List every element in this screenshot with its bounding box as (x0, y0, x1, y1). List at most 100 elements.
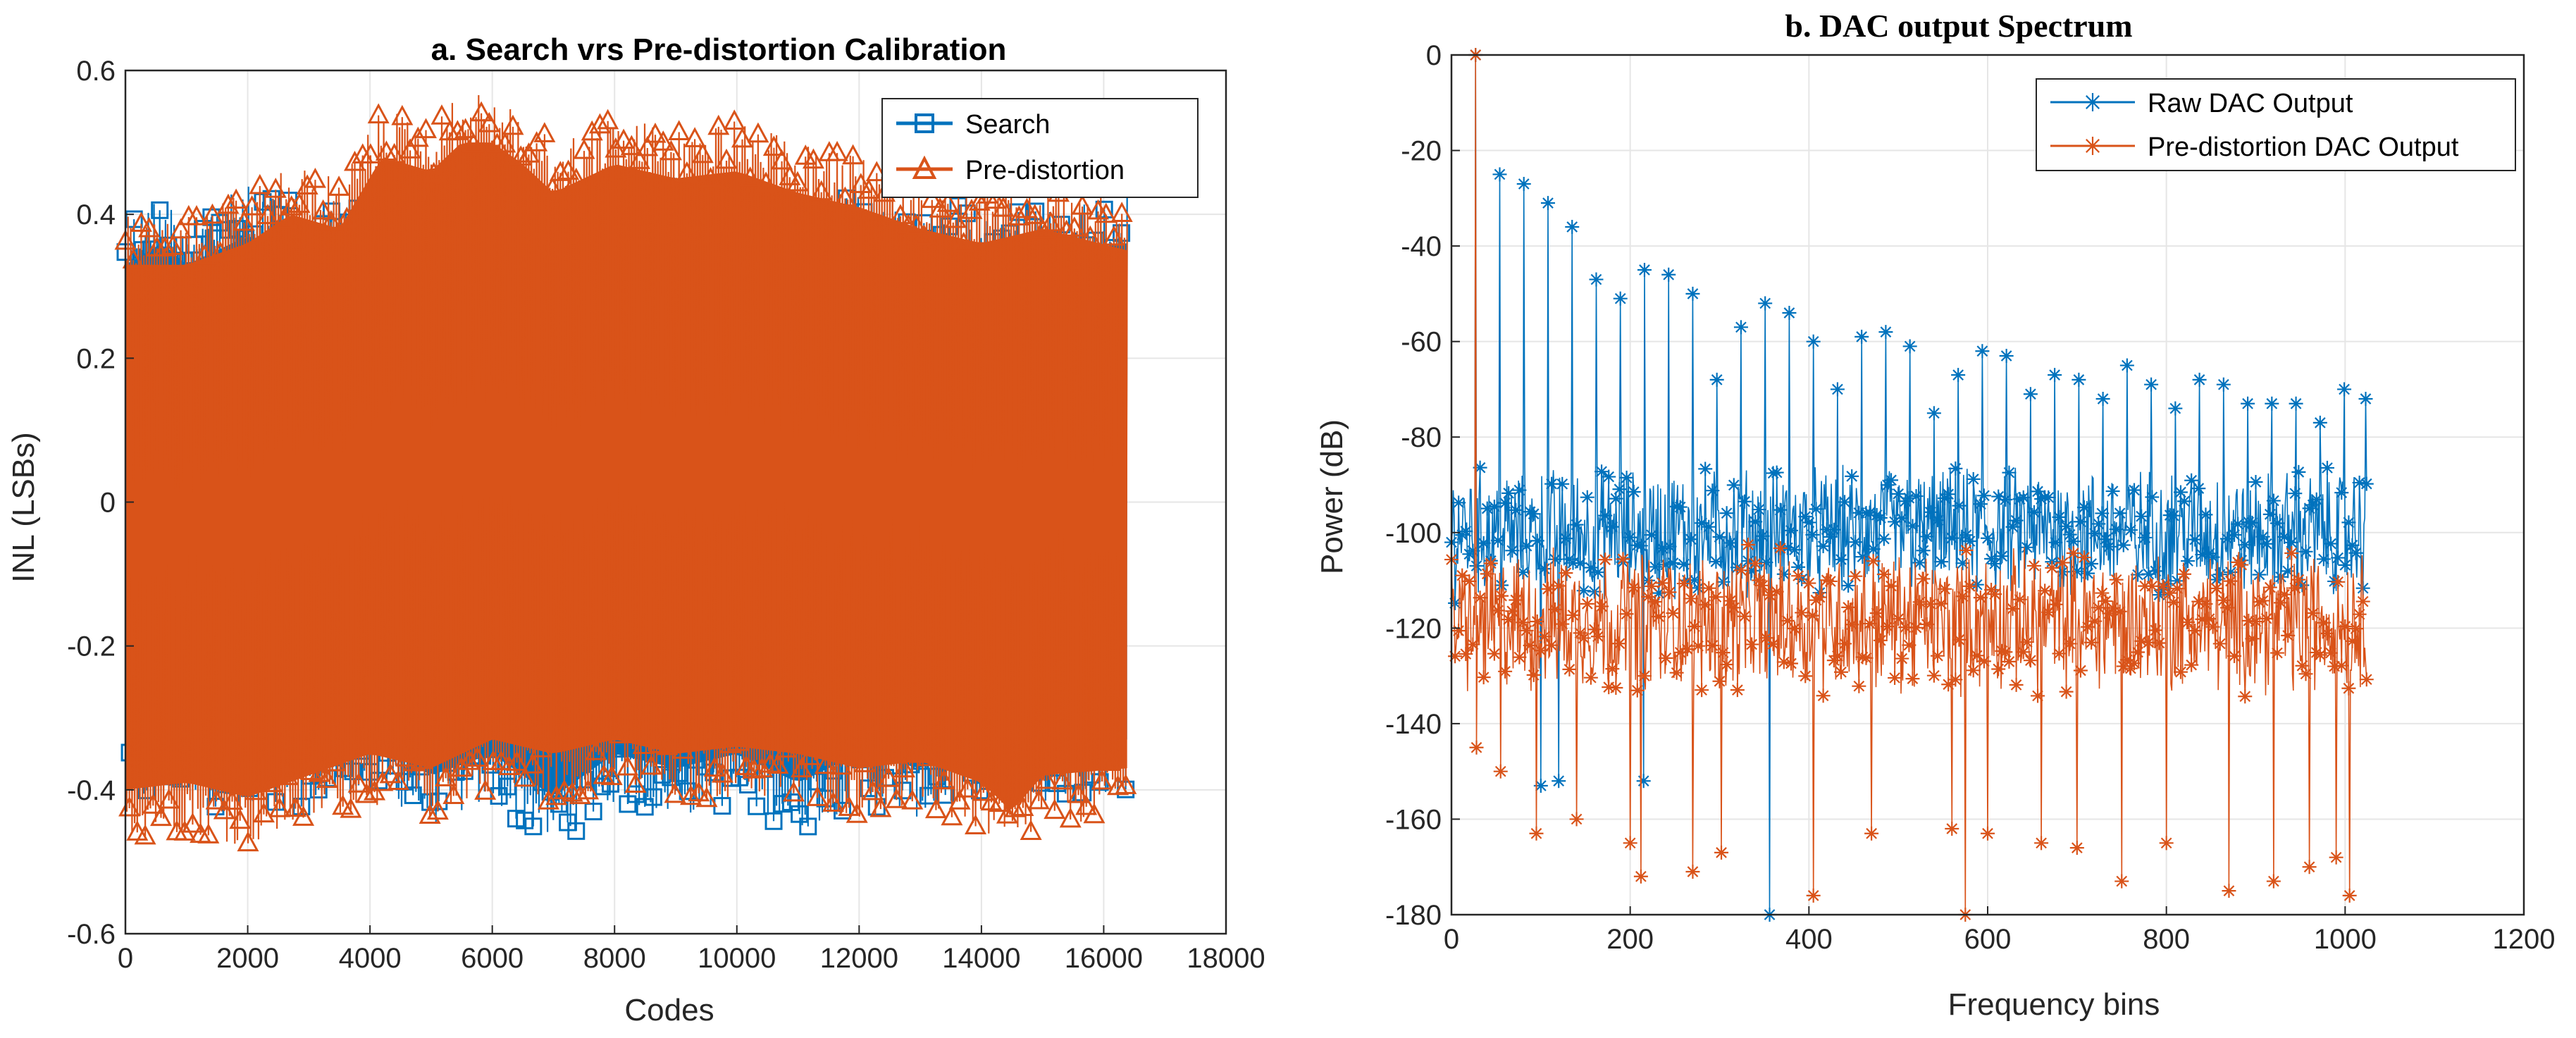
data-point-raw-dac-output (1637, 263, 1652, 277)
data-point-predistortion-dac-output (2081, 619, 2095, 634)
data-point-predistortion (913, 224, 936, 245)
data-point-raw-dac-output (2212, 567, 2227, 582)
data-point-predistortion-dac-output (1509, 593, 1523, 607)
data-point-predistortion (426, 799, 449, 820)
data-point-predistortion (276, 765, 299, 786)
data-point-raw-dac-output (1555, 476, 1570, 491)
data-point-predistortion (458, 749, 481, 770)
data-point-predistortion (252, 802, 275, 823)
chart-b-y-tick-label: -100 (1385, 518, 1442, 549)
data-point-raw-dac-output (2216, 377, 2231, 392)
data-point-raw-dac-output (2095, 392, 2110, 406)
data-point-predistortion (292, 805, 315, 826)
data-point-predistortion (237, 831, 259, 852)
data-point-predistortion (707, 114, 730, 135)
data-point-predistortion-dac-output (1462, 574, 1477, 588)
data-point-predistortion-dac-output (2255, 593, 2270, 608)
data-point-raw-dac-output (2105, 484, 2120, 499)
chart-a-x-tick-label: 6000 (461, 943, 524, 974)
data-point-raw-dac-output (1975, 344, 1990, 359)
data-point-raw-dac-output (1806, 334, 1821, 349)
data-point-predistortion (917, 746, 939, 767)
series-predistortion-line (124, 94, 1128, 844)
data-point-predistortion (340, 797, 362, 818)
data-point-raw-dac-output (1759, 555, 1773, 570)
data-point-raw-dac-output (1891, 486, 1906, 501)
data-point-predistortion-dac-output (2223, 574, 2238, 588)
data-point-predistortion (822, 791, 845, 812)
data-point-predistortion (142, 793, 164, 814)
data-point-predistortion (1044, 798, 1066, 820)
data-point-predistortion (731, 127, 753, 148)
data-point-predistortion (965, 814, 987, 835)
data-point-predistortion-dac-output (1730, 683, 1745, 698)
chart-a-x-tick-label: 4000 (339, 943, 402, 974)
data-point-predistortion-dac-output (2005, 601, 2020, 616)
data-point-raw-dac-output (1709, 372, 1724, 387)
data-point-predistortion-dac-output (1981, 826, 1995, 841)
data-point-predistortion (802, 148, 824, 169)
data-point-predistortion (217, 193, 240, 214)
data-point-predistortion-dac-output (2345, 634, 2360, 648)
data-point-predistortion-dac-output (1802, 576, 1816, 591)
data-point-predistortion (1039, 211, 1062, 232)
data-point-raw-dac-output (1676, 557, 1691, 571)
data-point-predistortion (1059, 807, 1082, 828)
data-point-raw-dac-output (1988, 556, 2002, 571)
chart-a-y-tick-label: -0.6 (67, 919, 116, 950)
chart-b-y-axis-label: Power (dB) (1315, 419, 1349, 574)
data-point-predistortion-dac-output (1676, 576, 1691, 591)
data-point-search (404, 786, 422, 805)
data-point-predistortion (612, 128, 635, 149)
data-point-predistortion-dac-output (2341, 681, 2356, 696)
data-point-raw-dac-output (2016, 490, 2031, 505)
data-point-predistortion (241, 194, 264, 216)
data-point-predistortion (782, 781, 805, 802)
data-point-predistortion-dac-output (1962, 579, 1977, 593)
data-point-raw-dac-output (1748, 514, 1763, 529)
data-point-predistortion-dac-output (1583, 670, 1598, 685)
data-point-raw-dac-output (1626, 484, 1641, 499)
data-point-predistortion-dac-output (2277, 587, 2292, 602)
data-point-predistortion (791, 757, 813, 778)
data-point-raw-dac-output (1773, 502, 1788, 517)
data-point-predistortion (885, 788, 908, 808)
data-point-raw-dac-output (2309, 492, 2324, 507)
data-point-predistortion (1067, 783, 1089, 803)
data-point-raw-dac-output (1498, 495, 1513, 510)
data-point-predistortion-dac-output (1938, 581, 1952, 596)
data-point-predistortion-dac-output (1869, 606, 1884, 621)
data-point-predistortion-dac-output (2173, 665, 2188, 679)
data-point-predistortion (423, 161, 445, 183)
data-point-predistortion (323, 750, 346, 772)
data-point-raw-dac-output (1602, 469, 1616, 484)
data-point-raw-dac-output (1716, 574, 1730, 589)
data-point-predistortion (581, 120, 603, 141)
data-point-raw-dac-output (1723, 536, 1738, 550)
data-point-predistortion (272, 208, 295, 229)
data-point-raw-dac-output (1752, 502, 1766, 517)
data-point-predistortion (924, 798, 947, 819)
data-point-raw-dac-output (2095, 506, 2110, 521)
data-point-predistortion (806, 786, 829, 806)
data-point-predistortion-dac-output (1505, 604, 1520, 619)
data-point-predistortion (711, 762, 733, 783)
data-point-raw-dac-output (2116, 538, 2131, 552)
data-point-raw-dac-output (1976, 488, 1991, 503)
data-point-raw-dac-output (2081, 566, 2095, 581)
data-point-raw-dac-output (2072, 372, 2086, 387)
data-point-predistortion (850, 173, 872, 194)
data-point-predistortion-dac-output (1698, 598, 1713, 612)
data-point-raw-dac-output (1755, 529, 1770, 543)
data-point-predistortion-dac-output (2114, 874, 2129, 889)
data-point-predistortion-dac-output (1616, 552, 1630, 567)
data-point-predistortion-dac-output (1941, 677, 1956, 692)
data-point-predistortion (509, 145, 532, 166)
series-predistortion-dac-output-markers (1444, 48, 2374, 922)
data-point-raw-dac-output (1576, 583, 1591, 598)
data-point-predistortion (502, 114, 524, 135)
data-point-predistortion-dac-output (2298, 667, 2313, 681)
chart-a-y-tick-label: 0.6 (76, 56, 116, 87)
legend-label-raw: Raw DAC Output (2148, 89, 2353, 118)
data-point-predistortion-dac-output (1530, 614, 1544, 629)
